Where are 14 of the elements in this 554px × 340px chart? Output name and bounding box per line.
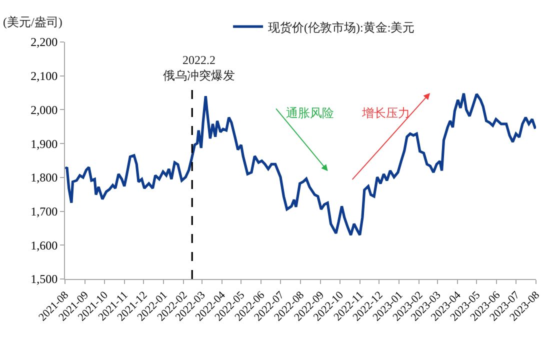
y-tick-label: 2,100: [30, 69, 58, 84]
annotation: 通胀风险: [286, 106, 334, 120]
y-tick-label: 2,000: [30, 102, 58, 117]
y-tick-label: 1,700: [30, 204, 58, 218]
annotation: 增长压力: [361, 106, 410, 120]
y-tick-label: 1,600: [30, 238, 58, 252]
y-tick-label: 1,800: [30, 170, 58, 185]
line-series: [65, 92, 536, 236]
y-tick-label: 1,900: [30, 136, 58, 151]
y-axis-title: (美元/盎司): [3, 15, 62, 29]
legend-label: 现货价(伦敦市场):黄金:美元: [268, 20, 415, 34]
y-tick-label: 2,200: [30, 35, 58, 50]
ref-line-label: 2022.2 俄乌冲突爆发: [163, 53, 235, 83]
y-tick-label: 1,500: [30, 272, 58, 286]
